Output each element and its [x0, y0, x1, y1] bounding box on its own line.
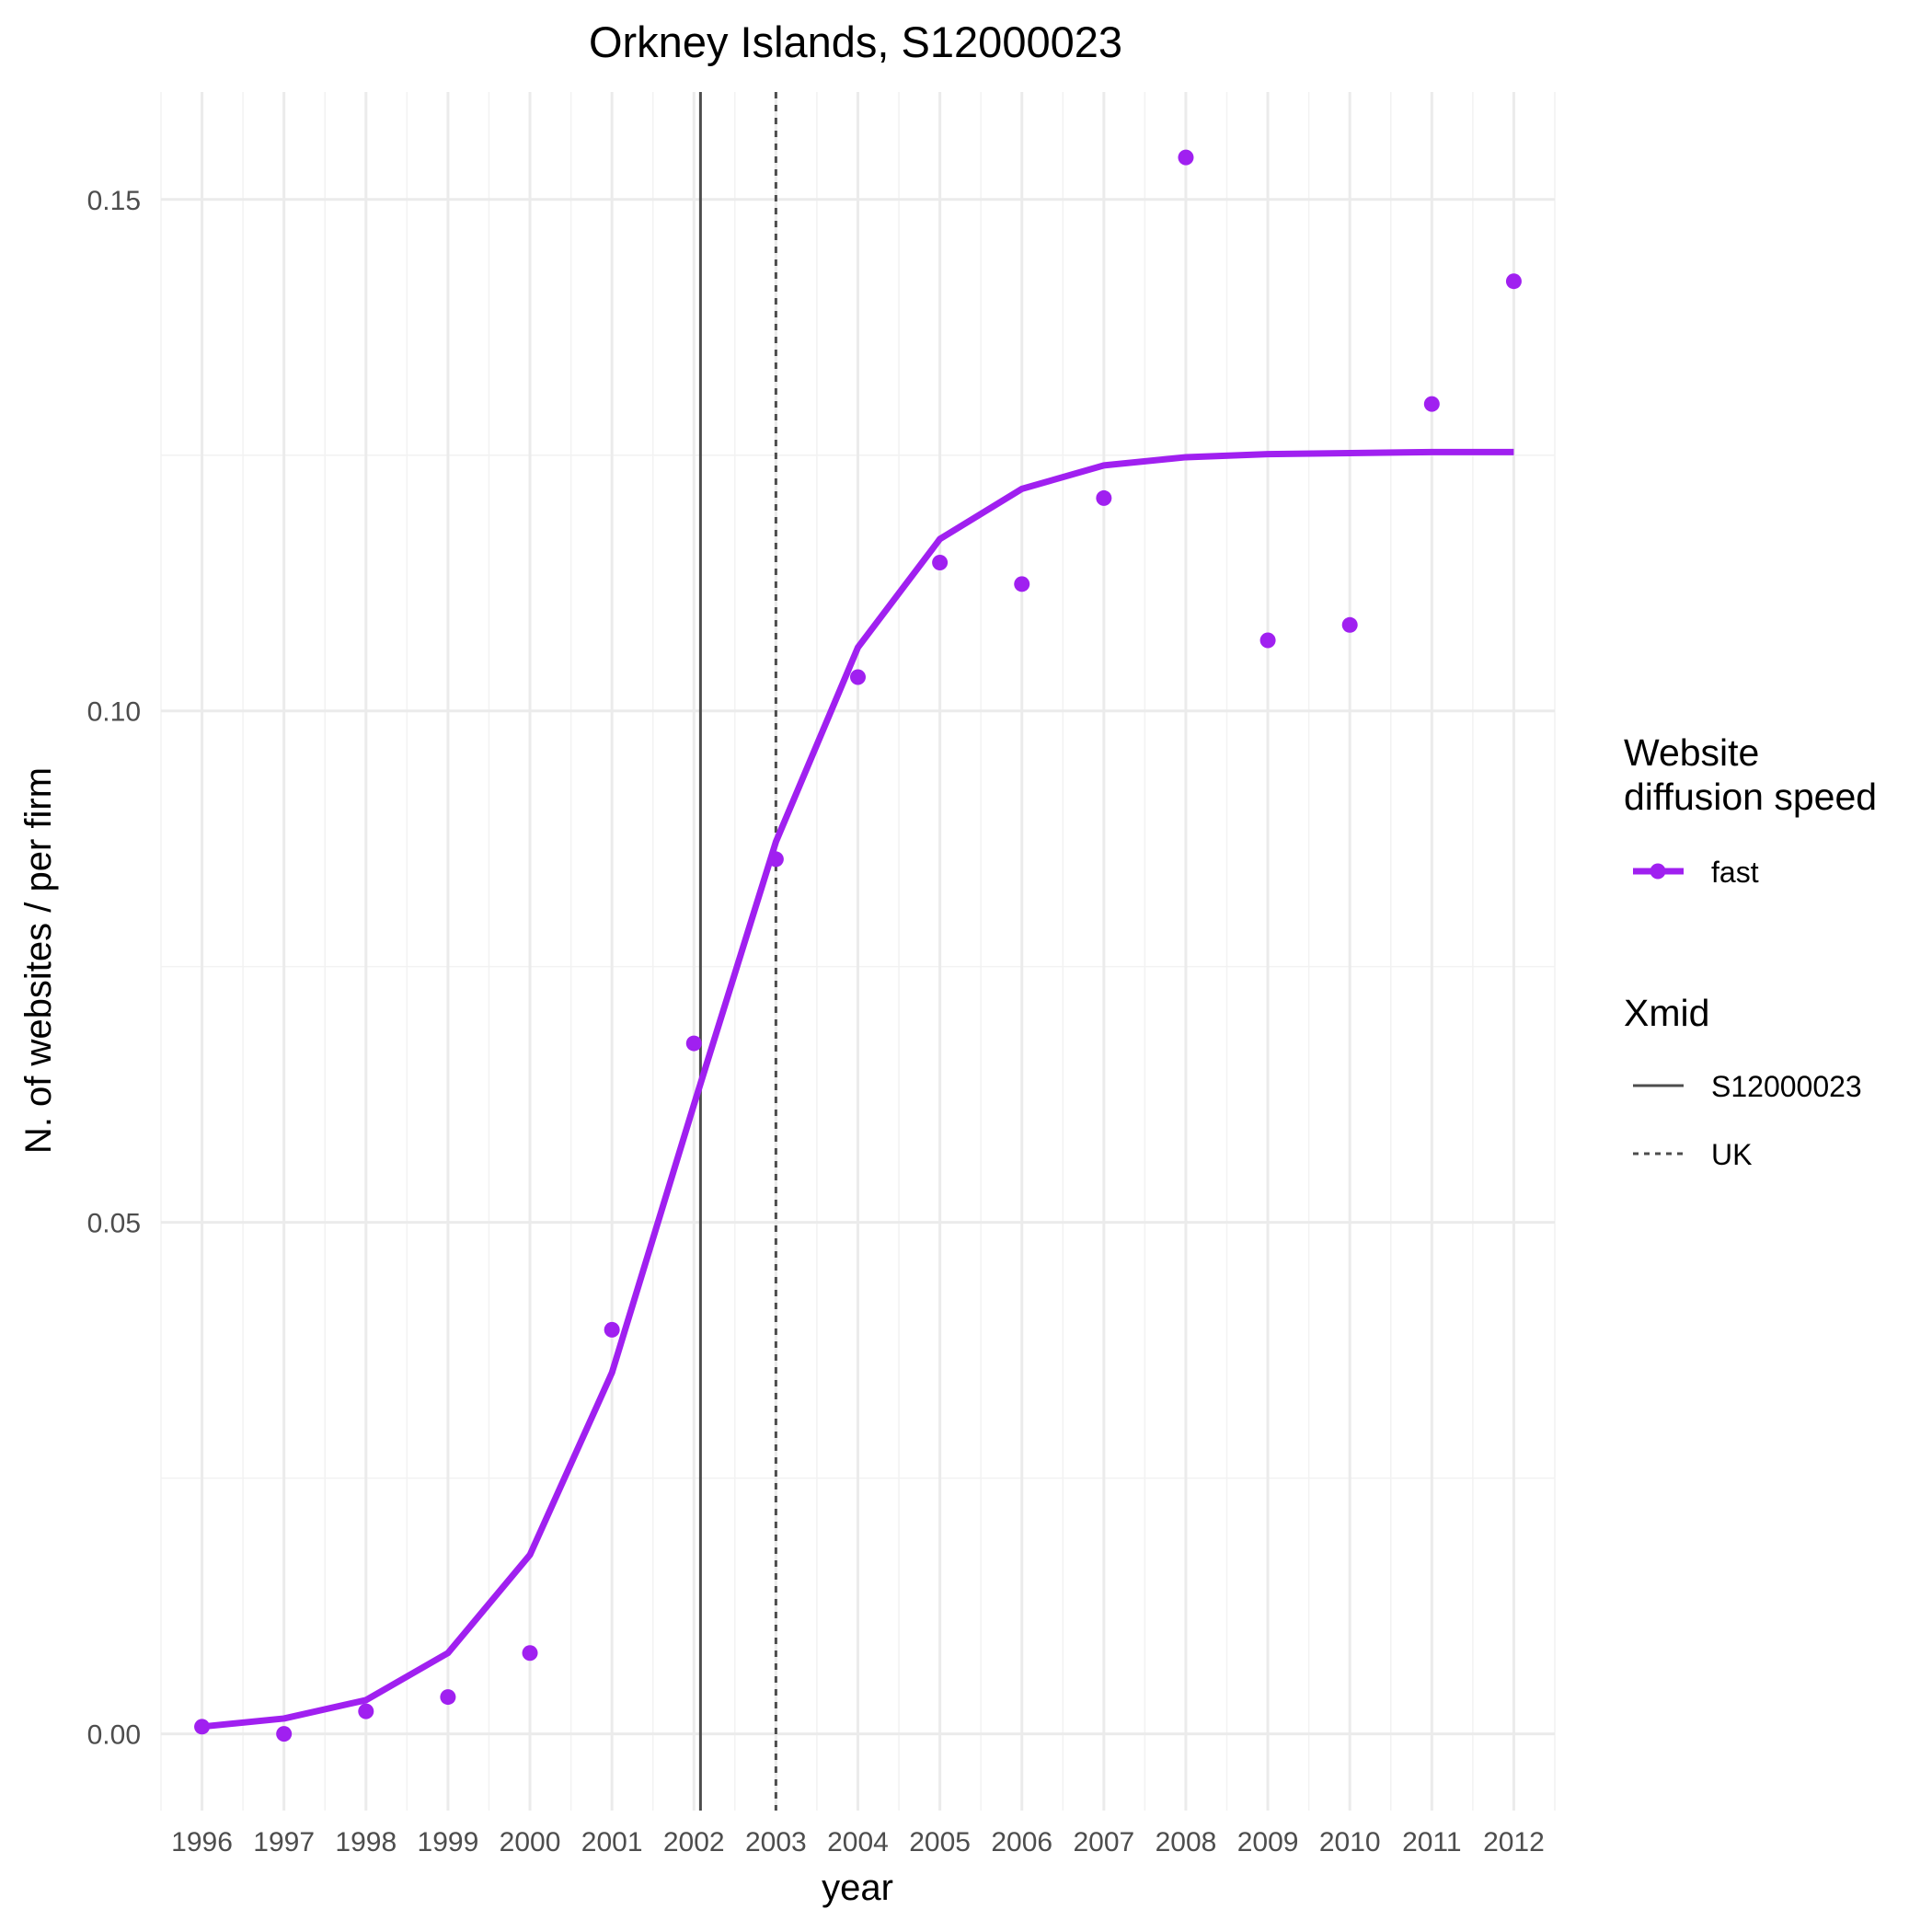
data-point — [440, 1689, 456, 1706]
y-axis-label: N. of websites / per firm — [18, 767, 59, 1154]
legend-fast-point-key — [1650, 863, 1666, 880]
x-tick-label: 2000 — [500, 1827, 561, 1857]
x-tick-label: 2010 — [1319, 1827, 1381, 1857]
data-point — [932, 554, 949, 570]
x-tick-label: 2004 — [827, 1827, 889, 1857]
data-point — [522, 1645, 538, 1662]
data-point — [1096, 489, 1112, 506]
x-tick-labels: 1996 1997 1998 1999 2000 2001 2002 2003 2004 2005… — [171, 1827, 1545, 1857]
data-point — [685, 1035, 702, 1052]
y-tick-label: 0.15 — [87, 186, 141, 216]
legend-xmid-title: Xmid — [1624, 992, 1709, 1034]
x-tick-label: 2011 — [1402, 1827, 1462, 1857]
data-point — [276, 1726, 293, 1742]
data-point — [358, 1703, 374, 1719]
y-tick-label: 0.05 — [87, 1209, 141, 1239]
reference-lines — [698, 92, 777, 1811]
y-tick-label: 0.10 — [87, 697, 141, 728]
x-tick-label: 2007 — [1073, 1827, 1134, 1857]
data-point — [604, 1321, 620, 1338]
x-tick-label: 2003 — [745, 1827, 807, 1857]
legend-xmid: Xmid S12000023 UK — [1624, 992, 1862, 1171]
data-point — [1505, 273, 1522, 290]
data-point — [1341, 616, 1358, 633]
legend-speed: Website diffusion speed fast — [1624, 731, 1877, 889]
legend-fast-label: fast — [1711, 856, 1759, 889]
x-tick-label: 1997 — [253, 1827, 315, 1857]
data-point — [1259, 632, 1276, 649]
x-tick-label: 2009 — [1237, 1827, 1299, 1857]
series-layer — [194, 149, 1522, 1742]
x-tick-label: 2005 — [909, 1827, 971, 1857]
data-point — [1014, 576, 1030, 592]
x-axis-label: year — [822, 1868, 893, 1908]
legend-s12000023-label: S12000023 — [1711, 1070, 1862, 1103]
data-point — [194, 1719, 211, 1735]
chart-title: Orkney Islands, S12000023 — [589, 17, 1122, 66]
data-point — [1178, 149, 1194, 166]
x-tick-label: 2006 — [991, 1827, 1052, 1857]
x-tick-label: 2002 — [663, 1827, 725, 1857]
data-point — [850, 669, 866, 685]
legend-uk-label: UK — [1711, 1138, 1752, 1171]
data-point — [767, 851, 784, 868]
x-tick-label: 2012 — [1483, 1827, 1545, 1857]
y-tick-label: 0.00 — [87, 1720, 141, 1751]
grid — [160, 92, 1556, 1811]
legend-speed-title-line1: Website — [1624, 731, 1759, 774]
legend-speed-title-line2: diffusion speed — [1624, 776, 1877, 818]
y-tick-labels: 0.00 0.05 0.10 0.15 — [87, 186, 141, 1751]
x-tick-label: 1999 — [418, 1827, 479, 1857]
x-tick-label: 1996 — [171, 1827, 233, 1857]
series-fit-line-fast — [201, 448, 1514, 1731]
x-tick-label: 2001 — [581, 1827, 643, 1857]
x-tick-label: 1998 — [335, 1827, 397, 1857]
x-tick-label: 2008 — [1156, 1827, 1217, 1857]
data-point — [1423, 396, 1440, 412]
